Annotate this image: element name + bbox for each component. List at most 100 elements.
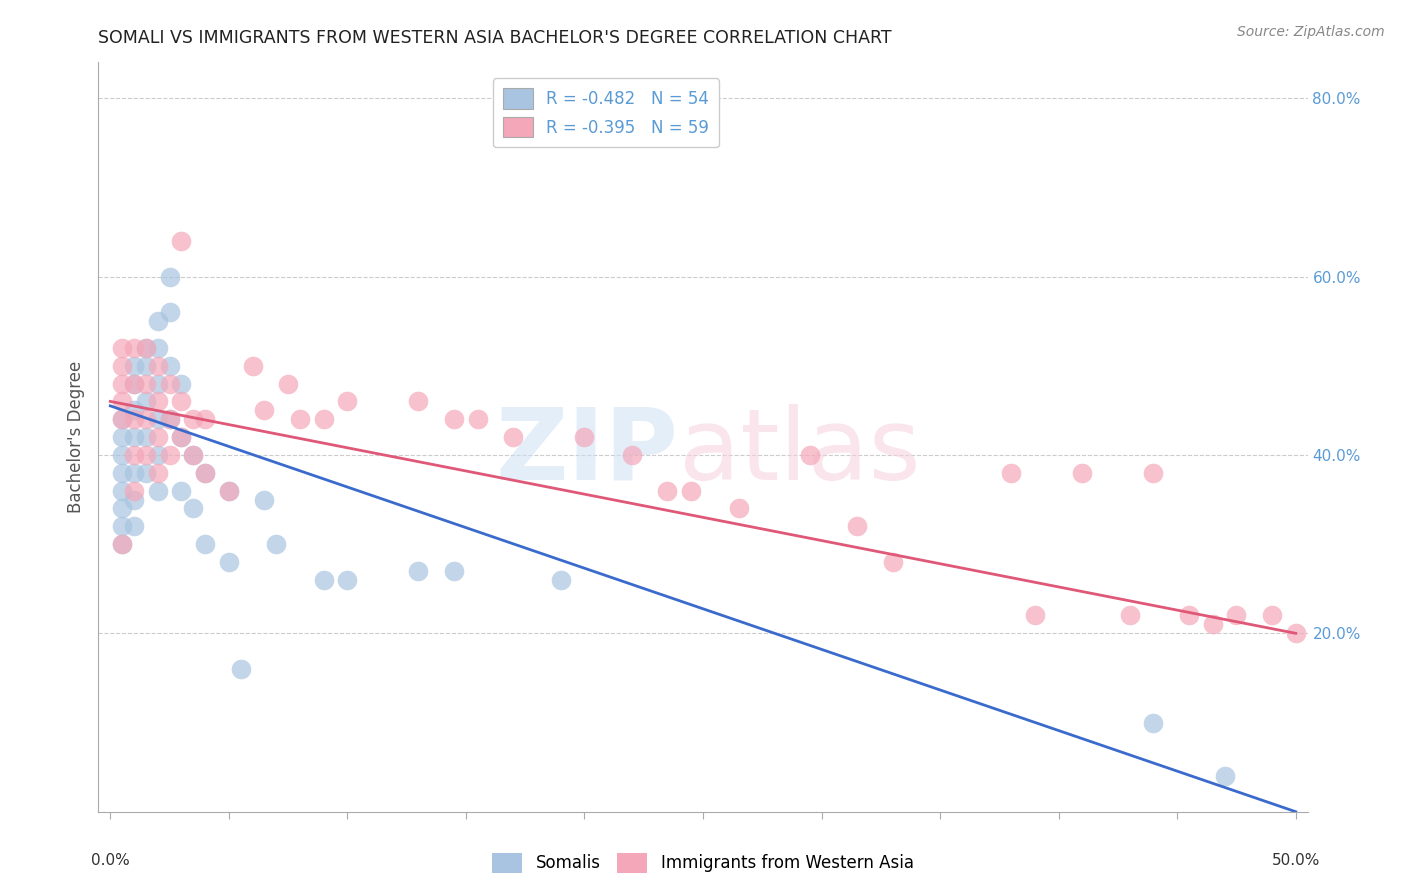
- Point: [122, 341, 145, 355]
- Point: [218, 483, 240, 498]
- Point: [253, 403, 276, 417]
- Point: [170, 483, 193, 498]
- Point: [846, 519, 869, 533]
- Point: [111, 483, 134, 498]
- Point: [242, 359, 264, 373]
- Text: atlas: atlas: [679, 403, 921, 500]
- Point: [111, 537, 134, 551]
- Point: [194, 412, 217, 426]
- Point: [135, 376, 157, 391]
- Point: [122, 466, 145, 480]
- Text: Source: ZipAtlas.com: Source: ZipAtlas.com: [1237, 25, 1385, 39]
- Point: [111, 412, 134, 426]
- Point: [288, 412, 311, 426]
- Point: [146, 466, 169, 480]
- Point: [135, 341, 157, 355]
- Point: [1142, 715, 1164, 730]
- Point: [1071, 466, 1094, 480]
- Point: [111, 376, 134, 391]
- Point: [159, 412, 181, 426]
- Text: ZIP: ZIP: [496, 403, 679, 500]
- Point: [122, 519, 145, 533]
- Point: [1285, 626, 1308, 640]
- Point: [111, 430, 134, 444]
- Point: [312, 412, 335, 426]
- Point: [159, 359, 181, 373]
- Point: [194, 466, 217, 480]
- Point: [657, 483, 679, 498]
- Point: [159, 376, 181, 391]
- Point: [443, 564, 465, 578]
- Text: 0.0%: 0.0%: [91, 853, 129, 868]
- Point: [135, 466, 157, 480]
- Point: [443, 412, 465, 426]
- Point: [218, 555, 240, 569]
- Point: [1261, 608, 1284, 623]
- Point: [620, 448, 643, 462]
- Point: [181, 412, 204, 426]
- Point: [111, 466, 134, 480]
- Point: [122, 403, 145, 417]
- Point: [229, 662, 252, 676]
- Point: [111, 341, 134, 355]
- Point: [146, 483, 169, 498]
- Point: [1225, 608, 1247, 623]
- Point: [159, 412, 181, 426]
- Point: [264, 537, 287, 551]
- Point: [170, 430, 193, 444]
- Point: [181, 501, 204, 516]
- Point: [122, 492, 145, 507]
- Y-axis label: Bachelor's Degree: Bachelor's Degree: [66, 361, 84, 513]
- Point: [1119, 608, 1142, 623]
- Point: [146, 314, 169, 328]
- Legend: R = -0.482   N = 54, R = -0.395   N = 59: R = -0.482 N = 54, R = -0.395 N = 59: [494, 78, 720, 147]
- Point: [1142, 466, 1164, 480]
- Point: [122, 430, 145, 444]
- Point: [1202, 617, 1225, 632]
- Point: [122, 412, 145, 426]
- Point: [146, 376, 169, 391]
- Point: [181, 448, 204, 462]
- Point: [135, 394, 157, 409]
- Point: [122, 376, 145, 391]
- Point: [111, 537, 134, 551]
- Point: [1213, 769, 1236, 783]
- Point: [146, 412, 169, 426]
- Point: [146, 430, 169, 444]
- Point: [1178, 608, 1201, 623]
- Point: [1024, 608, 1046, 623]
- Point: [170, 234, 193, 248]
- Point: [135, 359, 157, 373]
- Point: [170, 376, 193, 391]
- Text: 50.0%: 50.0%: [1271, 853, 1320, 868]
- Point: [122, 448, 145, 462]
- Point: [312, 573, 335, 587]
- Point: [253, 492, 276, 507]
- Point: [146, 448, 169, 462]
- Point: [122, 376, 145, 391]
- Point: [111, 394, 134, 409]
- Point: [111, 519, 134, 533]
- Point: [408, 564, 430, 578]
- Point: [408, 394, 430, 409]
- Point: [550, 573, 572, 587]
- Point: [1000, 466, 1022, 480]
- Point: [159, 448, 181, 462]
- Point: [194, 466, 217, 480]
- Point: [146, 341, 169, 355]
- Point: [159, 305, 181, 319]
- Point: [336, 394, 359, 409]
- Point: [135, 341, 157, 355]
- Point: [574, 430, 596, 444]
- Point: [122, 483, 145, 498]
- Text: SOMALI VS IMMIGRANTS FROM WESTERN ASIA BACHELOR'S DEGREE CORRELATION CHART: SOMALI VS IMMIGRANTS FROM WESTERN ASIA B…: [98, 29, 891, 47]
- Point: [502, 430, 524, 444]
- Point: [122, 359, 145, 373]
- Point: [727, 501, 749, 516]
- Point: [135, 448, 157, 462]
- Point: [277, 376, 299, 391]
- Point: [194, 537, 217, 551]
- Point: [146, 359, 169, 373]
- Point: [146, 394, 169, 409]
- Point: [467, 412, 489, 426]
